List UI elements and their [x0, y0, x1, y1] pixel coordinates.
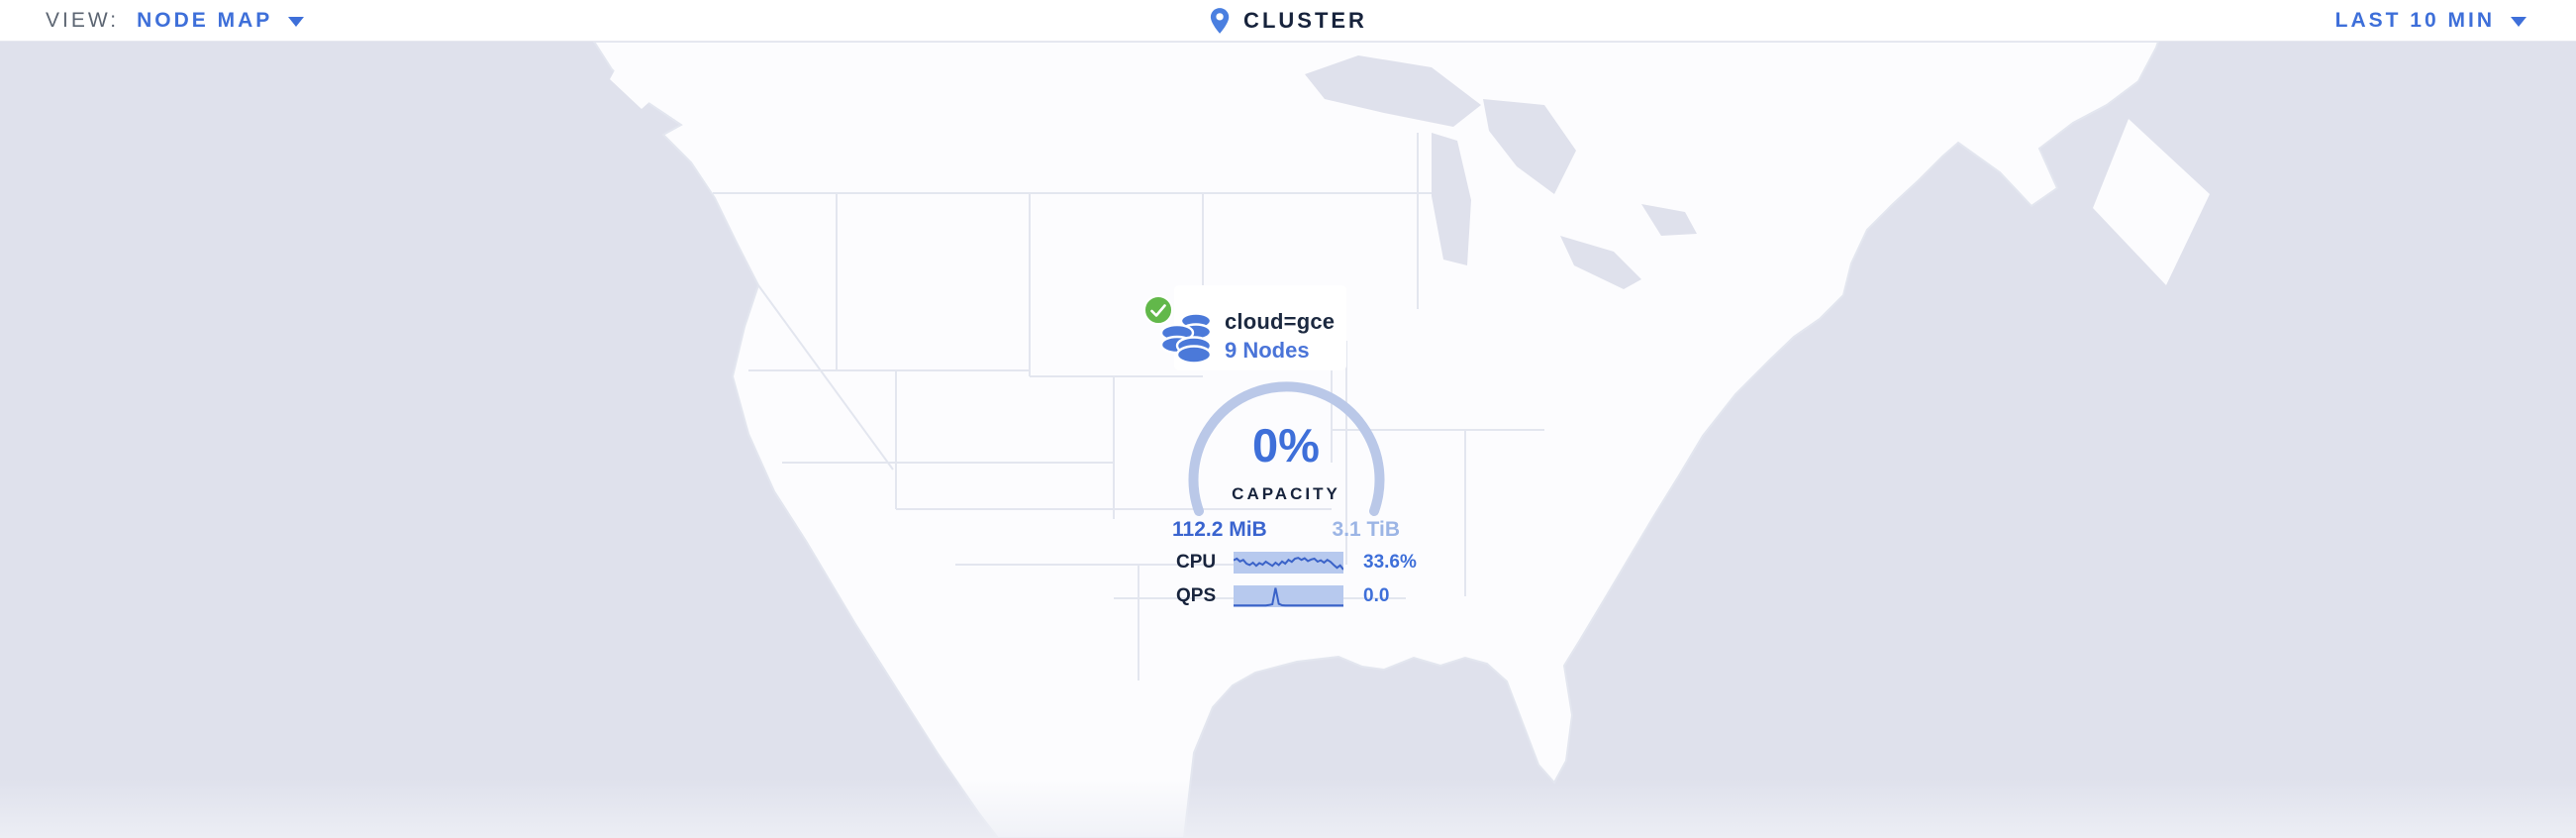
- capacity-percent: 0%: [1252, 419, 1320, 471]
- capacity-used-value: 112.2 MiB: [1172, 518, 1267, 541]
- capacity-label: CAPACITY: [1232, 484, 1340, 503]
- locality-metrics: CPU 33.6% QPS 0.0: [1176, 551, 1417, 618]
- qps-value: 0.0: [1363, 585, 1390, 606]
- cpu-value: 33.6%: [1363, 552, 1417, 573]
- node-map-canvas[interactable]: cloud=gce 9 Nodes 0% CAPACITY 112.2 MiB …: [0, 42, 2576, 838]
- locality-label: cloud=gce: [1225, 309, 1336, 334]
- view-label: VIEW:: [46, 9, 120, 32]
- map-pin-icon: [1209, 7, 1231, 35]
- qps-label: QPS: [1176, 585, 1217, 606]
- view-selector-value: NODE MAP: [137, 9, 273, 32]
- cpu-sparkline: [1234, 552, 1343, 574]
- healthy-check-icon: [1143, 295, 1173, 325]
- chevron-down-icon: [288, 17, 305, 27]
- database-stack-icon: [1156, 307, 1220, 369]
- us-map: [0, 42, 2576, 838]
- breadcrumb-cluster: CLUSTER: [1243, 8, 1367, 33]
- capacity-gauge-arc: [1188, 381, 1385, 516]
- time-range-dropdown[interactable]: LAST 10 MIN: [2335, 9, 2526, 33]
- qps-sparkline: [1234, 585, 1343, 607]
- view-toolbar: VIEW: NODE MAP CLUSTER LAST 10 MIN: [0, 0, 2576, 42]
- cpu-label: CPU: [1176, 552, 1217, 573]
- capacity-total-value: 3.1 TiB: [1332, 518, 1400, 541]
- time-range-value: LAST 10 MIN: [2334, 9, 2495, 32]
- view-selector-dropdown[interactable]: NODE MAP: [137, 9, 305, 33]
- qps-metric-row: QPS 0.0: [1176, 584, 1417, 608]
- cpu-metric-row: CPU 33.6%: [1176, 551, 1417, 575]
- nodes-count-link[interactable]: 9 Nodes: [1225, 338, 1310, 363]
- chevron-down-icon: [2511, 17, 2526, 27]
